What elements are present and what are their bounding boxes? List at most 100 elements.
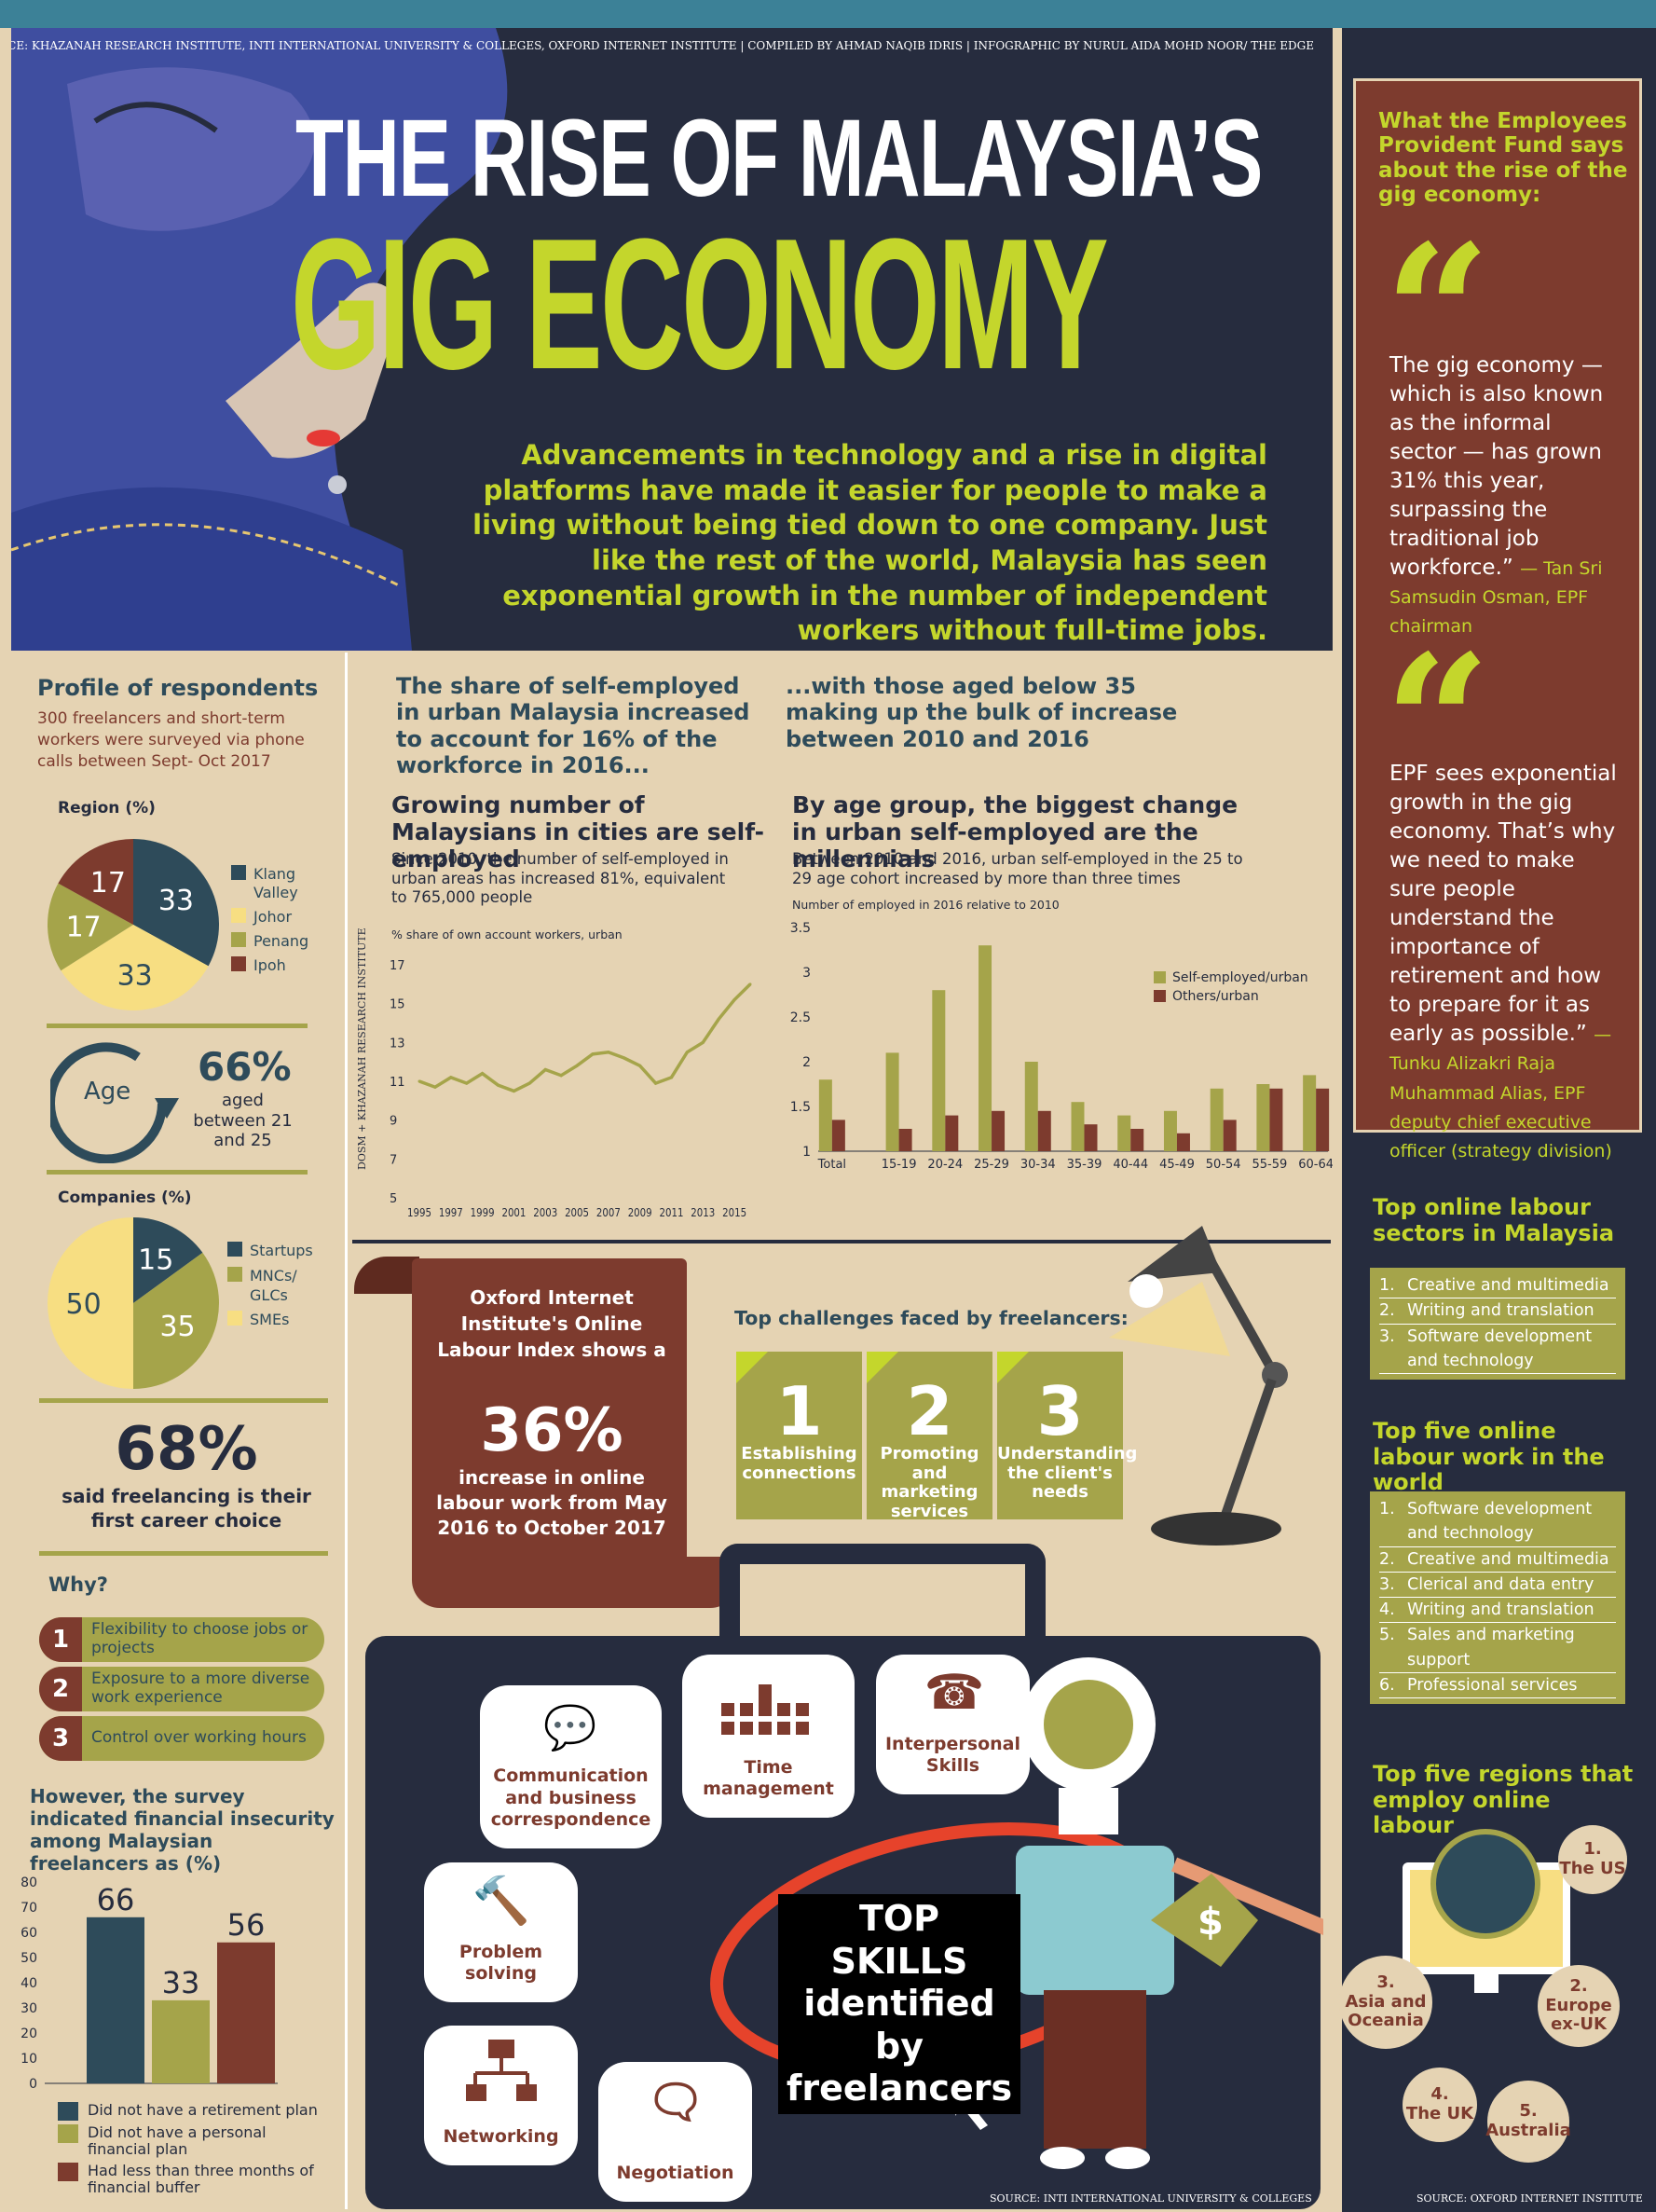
y-tick-label: 50 <box>21 1951 37 1966</box>
legend-entry: Did not have a retirement plan <box>58 2101 337 2121</box>
oxford-scroll <box>412 1258 687 1575</box>
x-tick-label: Total <box>817 1158 846 1172</box>
oxford-percent: 36% <box>480 1396 623 1465</box>
skill-card-problem: 🔨 Problem solving <box>424 1862 578 2002</box>
y-tick-label: 15 <box>390 998 405 1012</box>
hammer-icon: 🔨 <box>472 1874 531 1928</box>
quote-2-text: EPF sees exponential growth in the gig e… <box>1389 762 1617 1047</box>
legend-swatch <box>58 2124 78 2143</box>
hero-banner: SOURCE: KHAZANAH RESEARCH INSTITUTE, INT… <box>11 28 1333 651</box>
pie-slice-label: 17 <box>90 867 126 900</box>
data-point <box>575 1064 579 1067</box>
y-tick-label: 13 <box>390 1037 405 1051</box>
x-tick-label: 50-54 <box>1206 1158 1241 1172</box>
data-point <box>481 1072 485 1076</box>
region-bubble-5: 5. Australia <box>1485 2081 1571 2163</box>
svg-text:$: $ <box>1198 1901 1224 1944</box>
x-tick-label: 15-19 <box>882 1158 917 1172</box>
why-item-2: 2 Exposure to a more diverse work experie… <box>39 1667 324 1711</box>
bar <box>1071 1102 1085 1151</box>
quote-mark-icon: “ <box>1384 204 1492 423</box>
bar <box>885 1052 899 1151</box>
scroll-curl <box>354 1257 419 1294</box>
data-point <box>654 1081 658 1085</box>
pie-slice-label: 35 <box>159 1311 195 1343</box>
divider <box>39 1398 328 1403</box>
bar <box>1130 1129 1144 1151</box>
y-tick-label: 1.5 <box>790 1100 811 1115</box>
legend-swatch <box>1154 971 1166 983</box>
share-heading: The share of self-employed in urban Mala… <box>396 673 750 778</box>
y-tick-label: 80 <box>21 1875 37 1890</box>
x-tick-label: 2001 <box>501 1206 526 1216</box>
x-tick-label: 35-39 <box>1067 1158 1102 1172</box>
epf-heading: What the Employees Provident Fund says a… <box>1378 109 1628 208</box>
regions-source: SOURCE: OXFORD INTERNET INSTITUTE <box>1416 2192 1643 2205</box>
data-point <box>638 1064 642 1067</box>
insecurity-legend: Did not have a retirement plan Did not ha… <box>58 2101 337 2201</box>
bar <box>831 1120 845 1151</box>
region-bubble-1: 1. The US <box>1558 1825 1627 1894</box>
age-section-heading: ...with those aged below 35 making up th… <box>786 673 1178 752</box>
x-tick-label: 45-49 <box>1159 1158 1195 1172</box>
oxford-text-1: Oxford Internet Institute's Online Labou… <box>437 1286 666 1361</box>
skill-card-interpersonal: ☎ Interpersonal Skills <box>876 1655 1030 1794</box>
pie-slice <box>48 883 133 971</box>
region-bubble-2: 2. Europe ex-UK <box>1538 1965 1620 2047</box>
skill-card-negotiation: 🗨 Negotiation <box>598 2062 752 2202</box>
data-point <box>433 1085 437 1089</box>
pie-slice-label: 33 <box>158 885 194 917</box>
y-tick-label: 2.5 <box>790 1010 811 1025</box>
y-tick-label: 3 <box>802 966 811 981</box>
legend-entry: MNCs/ GLCs <box>227 1266 334 1306</box>
source-credit: SOURCE: KHAZANAH RESEARCH INSTITUTE, INT… <box>11 39 1314 52</box>
intro-text: Advancements in technology and a rise in… <box>472 439 1267 647</box>
bar <box>1223 1120 1237 1151</box>
data-point <box>591 1052 595 1056</box>
bar <box>1163 1110 1177 1151</box>
data-point <box>543 1068 547 1071</box>
top-sectors-my-heading: Top online labour sectors in Malaysia <box>1373 1194 1615 1246</box>
list-item: 5. Sales and marketing support <box>1379 1623 1616 1673</box>
companies-legend: Startups MNCs/ GLCs SMEs <box>227 1242 334 1336</box>
y-tick-label: 70 <box>21 1901 37 1916</box>
y-tick-label: 2 <box>802 1055 811 1070</box>
data-point <box>417 1079 421 1083</box>
data-point <box>527 1081 531 1085</box>
legend-swatch <box>227 1266 242 1282</box>
challenges-heading: Top challenges faced by freelancers: <box>734 1307 1129 1329</box>
y-tick-label: 30 <box>21 2001 37 2016</box>
list-item: 6. Professional services <box>1379 1673 1616 1698</box>
bar <box>217 1942 275 2083</box>
pie-slice-label: 17 <box>66 912 102 944</box>
data-label: 56 <box>227 1907 266 1943</box>
data-point <box>717 1017 720 1021</box>
skills-title: TOP SKILLS identified by freelancers <box>778 1894 1020 2114</box>
data-point <box>559 1074 563 1078</box>
title-line-2: GIG ECONOMY <box>291 200 1109 408</box>
share-sub: Growing number of Malaysians in cities a… <box>391 791 765 872</box>
legend-label: SMEs <box>250 1311 290 1329</box>
profile-desc: 300 freelancers and short-term workers w… <box>37 709 305 771</box>
x-tick-label: 60-64 <box>1298 1158 1333 1172</box>
challenge-card-3: 3 Understanding the client's needs <box>997 1352 1137 1519</box>
x-tick-label: 20-24 <box>927 1158 963 1172</box>
pie-slice <box>48 1217 133 1389</box>
list-item: 1. Creative and multimedia <box>1379 1273 1616 1299</box>
quote-mark-icon: “ <box>1384 614 1492 833</box>
quote-1-attribution: — Tan Sri Samsudin Osman, EPF chairman <box>1389 558 1603 638</box>
monitor-stand <box>1474 1974 1499 1993</box>
x-tick-label: 2011 <box>660 1206 684 1216</box>
list-item: 3. Software development and technology <box>1379 1325 1616 1374</box>
data-point <box>623 1056 626 1060</box>
title-line-1: THE RISE OF MALAYSIA’S <box>295 97 1263 220</box>
age-word: Age <box>84 1078 131 1106</box>
pie-slice <box>133 1217 203 1303</box>
legend-swatch <box>58 2102 78 2121</box>
data-point <box>449 1076 453 1079</box>
legend-swatch <box>231 956 246 971</box>
insecurity-heading: However, the survey indicated financial … <box>30 1785 335 1875</box>
bar <box>1256 1084 1270 1151</box>
oxford-text-2: increase in online labour work from May … <box>436 1466 667 1539</box>
y-tick-label: 17 <box>390 959 405 973</box>
